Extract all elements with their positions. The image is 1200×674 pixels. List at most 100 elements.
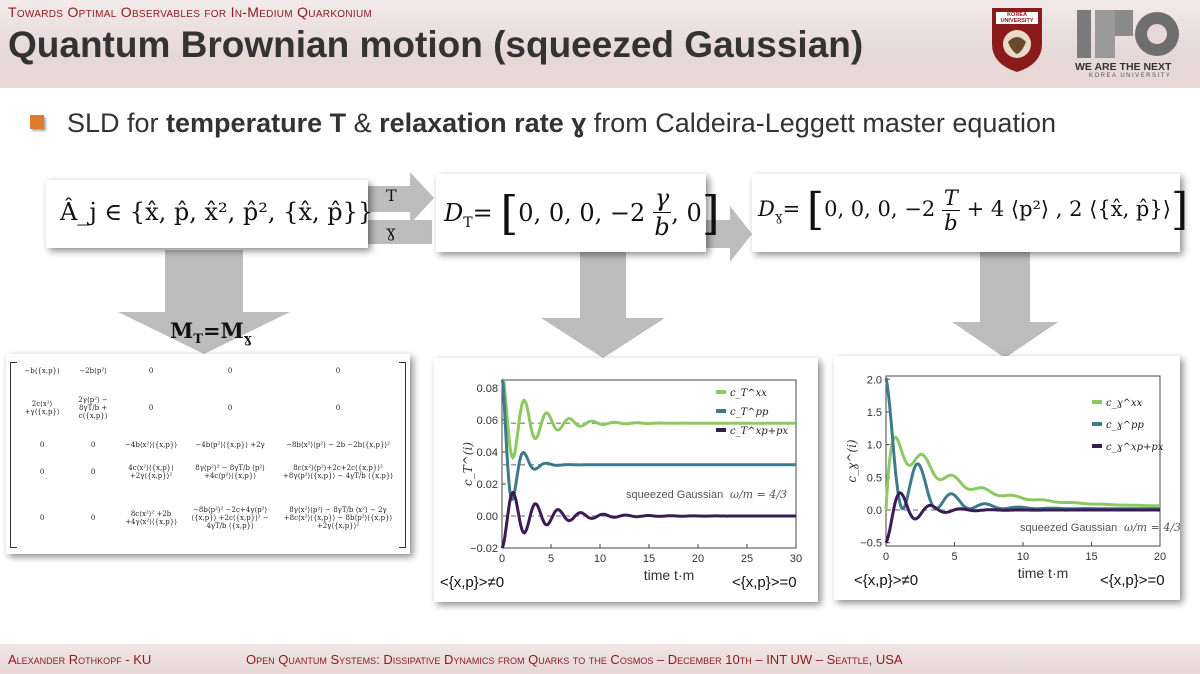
matrix-cell: −2b⟨p²⟩: [79, 367, 107, 376]
legend-label: c_T^pp: [730, 407, 769, 418]
matrix-cell: 0: [335, 367, 341, 376]
matrix-row: 0 0 −4b⟨x²⟩⟨{x,p}⟩ −4b⟨p²⟩⟨{x,p}⟩ +2γ −8b⟨x²…: [18, 436, 398, 454]
slide-title: Quantum Brownian motion (squeezed Gaussi…: [8, 24, 864, 65]
x-tick-label: 30: [790, 553, 802, 565]
y-tick-label: 0.08: [477, 383, 498, 395]
series-line: [884, 435, 1160, 511]
matrix-row: 0 0 8c⟨x²⟩² +2b +4γ⟨x²⟩⟨{x,p}⟩ −8b⟨p²⟩² −2c…: [18, 491, 398, 546]
matrix-cell: −8b⟨p²⟩² −2c+4γ⟨p²⟩⟨{x,p}⟩ +2c⟨{x,p}⟩² −…: [191, 506, 269, 531]
series-line: [884, 491, 1160, 544]
y-axis-label: c_T^(i): [461, 442, 475, 486]
matrix-cell: 8γ⟨x²⟩⟨p²⟩ − 8γT/b ⟨x²⟩ − 2γ +8c⟨x²⟩⟨{x,…: [283, 506, 393, 531]
matrix-table: −b⟨{x,p}⟩ −2b⟨p²⟩ 0 0 0 2c⟨x²⟩ +γ⟨{x,p}⟩ 2γ⟨p²…: [18, 362, 398, 546]
presentation-subtitle: Towards Optimal Observables for In-Mediu…: [8, 4, 373, 20]
matrix-box: −b⟨{x,p}⟩ −2b⟨p²⟩ 0 0 0 2c⟨x²⟩ +γ⟨{x,p}⟩ 2γ⟨p²…: [6, 354, 410, 554]
chart-annotation-fraction: ω/m = 4/3: [730, 488, 787, 501]
matrix-bracket-left: [10, 362, 17, 548]
matrix-row: −b⟨{x,p}⟩ −2b⟨p²⟩ 0 0 0: [18, 362, 398, 380]
dg-rhs: 0, 0, 0, −2: [824, 197, 936, 221]
matrix-cell: 8γ⟨p²⟩² − 8γT/b ⟨p²⟩ +4c⟨p²⟩⟨{x,p}⟩: [195, 464, 265, 481]
matrix-cell: 0: [90, 440, 96, 449]
dt-tail: , 0: [671, 199, 702, 227]
matrix-row: 0 0 4c⟨x²⟩⟨{x,p}⟩ +2γ⟨{x,p}⟩² 8γ⟨p²⟩² − 8γT…: [18, 454, 398, 491]
x-tick-label: 20: [692, 553, 704, 565]
x-tick-label: 25: [741, 553, 753, 565]
matrix-cell: 4c⟨x²⟩⟨{x,p}⟩ +2γ⟨{x,p}⟩²: [128, 464, 174, 481]
bullet-bold-relaxation: relaxation rate ɣ: [379, 108, 587, 138]
x-tick-label: 15: [1085, 551, 1097, 563]
matrix-cell: 8c⟨x²⟩² +2b +4γ⟨x²⟩⟨{x,p}⟩: [125, 510, 177, 527]
arrow-T-icon: [368, 172, 434, 224]
bullet-mid: &: [346, 108, 380, 138]
dg-equation: Dɣ= [0, 0, 0, −2 T b + 4 ⟨p²⟩ , 2 ⟨{x̂, …: [758, 184, 1189, 235]
matrix-cell: 0: [148, 403, 154, 412]
bullet-text: SLD for temperature T & relaxation rate …: [67, 108, 1056, 139]
matrix-cell: −4b⟨x²⟩⟨{x,p}⟩: [125, 440, 178, 449]
footer-conference: Open Quantum Systems: Dissipative Dynami…: [246, 652, 903, 667]
m-sub2: ɣ: [243, 332, 252, 348]
footer-band: [0, 644, 1200, 674]
matrix-cell: 0: [90, 468, 96, 477]
series-line: [501, 378, 796, 461]
x-axis-label: time t·m: [1018, 565, 1069, 581]
y-tick-label: 0.06: [477, 415, 498, 427]
y-tick-label: 0.0: [867, 505, 882, 517]
matrix-row: 2c⟨x²⟩ +γ⟨{x,p}⟩ 2γ⟨p²⟩ − 8γT/b + c⟨{x,p}…: [18, 380, 398, 435]
x-tick-label: 15: [643, 553, 655, 565]
legend-label: c_ɣ^xx: [1106, 398, 1143, 409]
y-tick-label: 0.5: [867, 472, 882, 484]
chart-T-box: 0 5 10 15 20 25 30 −0.02 0.00 0.02 0.04 0.06 0.08 c_T…: [434, 358, 818, 602]
korea-logo-text: KOREA UNIVERSITY: [1000, 12, 1034, 24]
y-tick-label: 2.0: [867, 374, 882, 386]
matrix-cell: 0: [39, 468, 45, 477]
arrow-gamma-label: ɣ: [386, 222, 396, 241]
dg-frac-num: T: [941, 186, 960, 211]
series-line: [500, 379, 796, 502]
dg-sub: ɣ: [774, 210, 783, 226]
dg-lhs: D: [758, 197, 775, 221]
series-line: [500, 490, 796, 549]
matrix-bracket-right: [399, 362, 406, 548]
y-axis-label: c_ɣ^(i): [845, 439, 859, 482]
dt-equation: DT= [0, 0, 0, −2 γ b , 0]: [444, 184, 720, 241]
dg-vector-box: Dɣ= [0, 0, 0, −2 T b + 4 ⟨p²⟩ , 2 ⟨{x̂, …: [752, 174, 1188, 252]
y-tick-label: 0.00: [477, 511, 498, 523]
x-tick-label: 0: [883, 551, 889, 563]
we-are-the-next-logo: WE ARE THE NEXT KOREA UNIVERSITY: [1075, 6, 1180, 82]
dg-tail: + 4 ⟨p²⟩ , 2 ⟨{x̂, p̂}⟩: [959, 197, 1171, 221]
logo2-line1: WE ARE THE NEXT: [1075, 61, 1172, 73]
matrix-label: MT=Mɣ: [170, 318, 252, 347]
chart-T-svg: 0 5 10 15 20 25 30 −0.02 0.00 0.02 0.04 0.06 0.08 c_T…: [461, 378, 802, 583]
matrix-cell: 8c⟨x²⟩⟨p²⟩+2c+2c⟨{x,p}⟩² +8γ⟨p²⟩⟨{x,p}⟩ …: [283, 464, 393, 481]
matrix-cell: −b⟨{x,p}⟩: [24, 367, 60, 376]
x-tick-label: 5: [548, 553, 554, 565]
legend-label: c_T^xx: [730, 388, 767, 399]
y-tick-label: 0.02: [477, 479, 498, 491]
arrow-down-chart2-icon: [952, 252, 1058, 358]
footer-author: Alexander Rothkopf - KU: [8, 652, 152, 667]
matrix-cell: −4b⟨p²⟩⟨{x,p}⟩ +2γ: [195, 440, 265, 449]
matrix-cell: 2c⟨x²⟩ +γ⟨{x,p}⟩: [24, 399, 60, 416]
matrix-cell: 0: [39, 514, 45, 523]
arrow-gamma-band: [368, 220, 432, 244]
y-tick-label: −0.5: [860, 538, 882, 550]
dt-sub: T: [463, 214, 473, 231]
observable-set-equation: Â_j ∈ {x̂, p̂, x̂², p̂², {x̂, p̂}}: [60, 198, 374, 226]
bullet-square-icon: [30, 115, 44, 129]
x-axis-label: time t·m: [644, 567, 695, 583]
chart-gamma-svg: 0 5 10 15 20 −0.5 0.0 0.5 1.0 1.5 2.0 c_ɣ^xx c_ɣ^ppc…: [845, 374, 1181, 581]
chart-T-annot-right: <{x,p}>=0: [732, 574, 797, 591]
legend-label: c_ɣ^pp: [1106, 420, 1144, 431]
m-label: M: [170, 318, 194, 343]
dg-frac-den: b: [944, 211, 958, 235]
logo2-line2: KOREA UNIVERSITY: [1089, 73, 1172, 79]
matrix-cell: 0: [227, 403, 233, 412]
chart-gamma-annot-right: <{x,p}>=0: [1100, 572, 1165, 589]
dt-rhs: 0, 0, 0, −2: [518, 199, 646, 227]
legend-label: c_T^xp+px: [730, 426, 788, 437]
dt-lhs: D: [444, 199, 464, 227]
chart-annotation: squeezed Gaussian: [626, 489, 723, 501]
matrix-cell: 0: [39, 440, 45, 449]
bullet-suffix: from Caldeira-Leggett master equation: [586, 108, 1056, 138]
